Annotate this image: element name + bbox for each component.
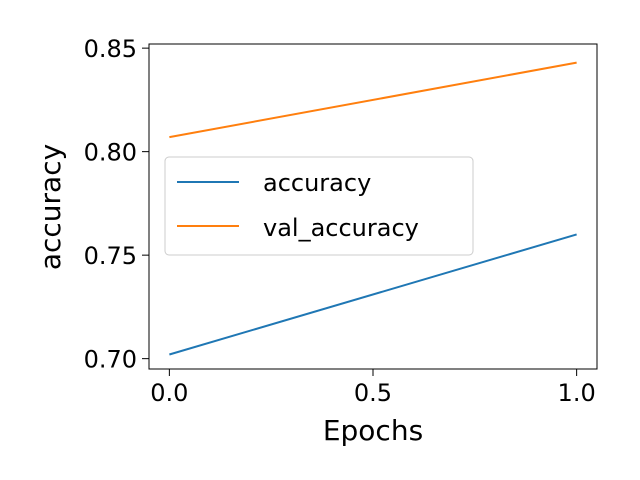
series-lines (169, 61, 577, 356)
y-tick-label: 0.70 (84, 346, 137, 374)
legend-label-val-accuracy: val_accuracy (263, 214, 419, 242)
plot-frame (148, 43, 598, 370)
y-axis-label: accuracy (34, 144, 67, 270)
series-line-accuracy (169, 233, 577, 356)
x-axis-label: Epochs (323, 414, 423, 447)
legend: accuracy val_accuracy (164, 156, 474, 256)
x-tick-label: 1.0 (558, 379, 596, 407)
legend-label-accuracy: accuracy (263, 169, 371, 197)
y-tick-label: 0.75 (84, 242, 137, 270)
x-tick-label: 0.0 (150, 379, 188, 407)
axis-ticks: 0.0 0.5 1.0 0.70 0.75 0.80 0.85 (84, 35, 596, 407)
y-tick-label: 0.85 (84, 35, 137, 63)
y-tick-label: 0.80 (84, 139, 137, 167)
series-line-val-accuracy (169, 61, 577, 139)
x-tick-label: 0.5 (354, 379, 392, 407)
legend-box (164, 156, 474, 256)
